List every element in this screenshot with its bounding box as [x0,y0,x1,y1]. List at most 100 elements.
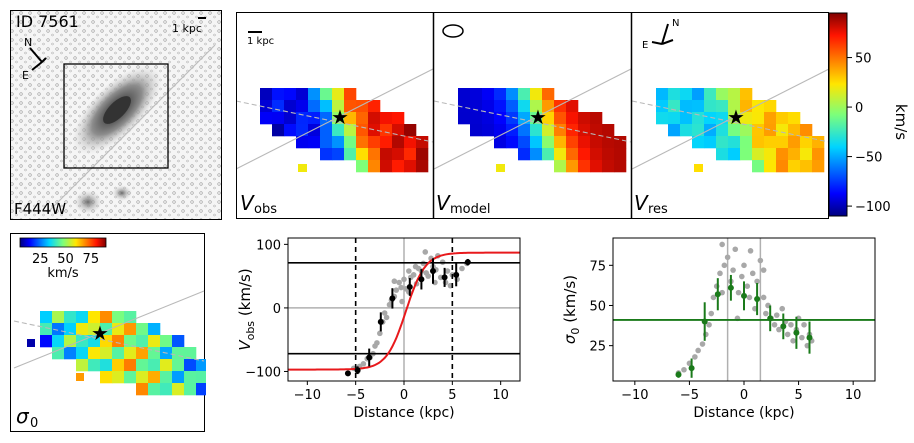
filter-label: F444W [14,200,66,218]
sigma-pixel [148,383,161,396]
spaxel-point [773,312,780,318]
compass-icon: N E [22,36,47,82]
spaxel-point [754,278,760,285]
spaxel-point [721,262,728,269]
x-tick-label: −5 [346,388,365,403]
sigma-pixel [148,359,161,372]
binned-point [377,318,384,325]
sigma-pixel [112,335,125,348]
sigma-pixel [112,371,125,384]
spaxel-point [732,246,739,253]
center-star-icon: ★ [331,105,349,129]
sigma-pixel [160,335,173,348]
binned-point [453,271,460,278]
sigma-pixel [196,371,206,384]
sigma-pixel [196,383,206,396]
spaxel-point [724,254,731,261]
sigma-pixel [148,347,161,360]
sigma-pixel [148,335,161,348]
x-tick-label: 0 [400,388,408,403]
sigma-pixel [172,359,185,372]
y-tick-label: −100 [245,365,281,380]
sigma-pixel [184,347,197,360]
center-star-icon: ★ [91,321,109,345]
sigma-pixel [124,335,137,348]
sigma-colorbar-tick: 75 [83,252,100,267]
x-tick-label: 0 [740,388,748,403]
spaxel-point [381,310,388,316]
sigma-pixel [76,347,89,360]
spaxel-point [763,310,769,317]
sigma-pixel [172,347,185,360]
colorbar-tick-label: 50 [855,52,872,67]
binned-point [418,276,425,283]
spaxel-point [741,262,747,269]
sigma-pixel [172,335,185,348]
y-tick-label: 75 [589,259,606,274]
y-axis-label: Vobs (km/s) [236,268,257,350]
spaxel-point [412,263,419,270]
sigma-pixel [136,383,149,396]
spaxel-point [801,321,807,328]
sigma-pixel [76,311,89,324]
svg-text:V: V [240,191,255,215]
sigma-pixel [160,383,173,396]
sigma-pixel [172,383,185,396]
spaxel-point [398,284,404,291]
colorbar-tick-label: 0 [855,101,863,116]
galaxy-id-label: ID 7561 [16,12,79,31]
sigma-pixel [40,335,53,348]
binned-point [754,296,761,303]
sigma-pixel [124,359,137,372]
spaxel-point [788,321,794,328]
sigma-pixel [88,323,101,336]
sigma-pixel [124,323,137,336]
dispersion-profile-chart: −10 −5 0 5 10 75 50 25 Distance (kpc) σ0 (km/s) [561,237,876,421]
sigma-pixel [52,347,65,360]
spaxel-point [410,272,417,278]
rotation-curve-chart: −10 −5 0 5 10 100 0 −100 Distance (kpc) Vobs (km/… [236,237,521,421]
binned-point [806,334,813,341]
sigma-pixel [124,347,137,360]
binned-point [354,367,361,374]
sigma-colorbar-unit: km/s [47,266,79,281]
spaxel-point [747,248,754,254]
velocity-map-obs: ★ [236,68,434,173]
binned-point [464,259,471,266]
sigma-pixel [184,383,197,396]
sigma-pixel [100,335,113,348]
colorbar-tick-label: −50 [855,151,882,166]
map-scale-label: 1 kpc [247,36,274,47]
sigma-pixel [184,359,197,372]
spaxel-point [399,298,405,305]
sigma-pixel [64,311,77,324]
spaxel-point [401,276,407,283]
spaxel-point [459,265,465,272]
sigma-pixel [40,311,53,324]
sigma-pixel [76,335,89,348]
spaxel-point [749,270,756,277]
binned-point [675,371,682,378]
svg-text:N: N [672,18,679,29]
sigma-pixel [76,323,89,336]
spaxel-point [757,257,764,264]
map-compass-icon: N E [642,18,679,51]
velocity-map-res: ★ [631,68,830,173]
binned-point [714,291,721,298]
sigma-colorbar-tick: 50 [57,252,74,267]
binned-point [727,284,734,291]
x-tick-label: −5 [680,388,699,403]
x-axis-label: Distance (kpc) [693,405,794,421]
sigma-pixel [112,359,125,372]
sigma-pixel [196,359,206,372]
binned-point [344,370,351,377]
sigma-colorbar [19,237,107,248]
velocity-colorbar [828,12,848,217]
binned-point [441,274,448,281]
spaxel-point [710,294,717,301]
binned-point [406,283,413,290]
